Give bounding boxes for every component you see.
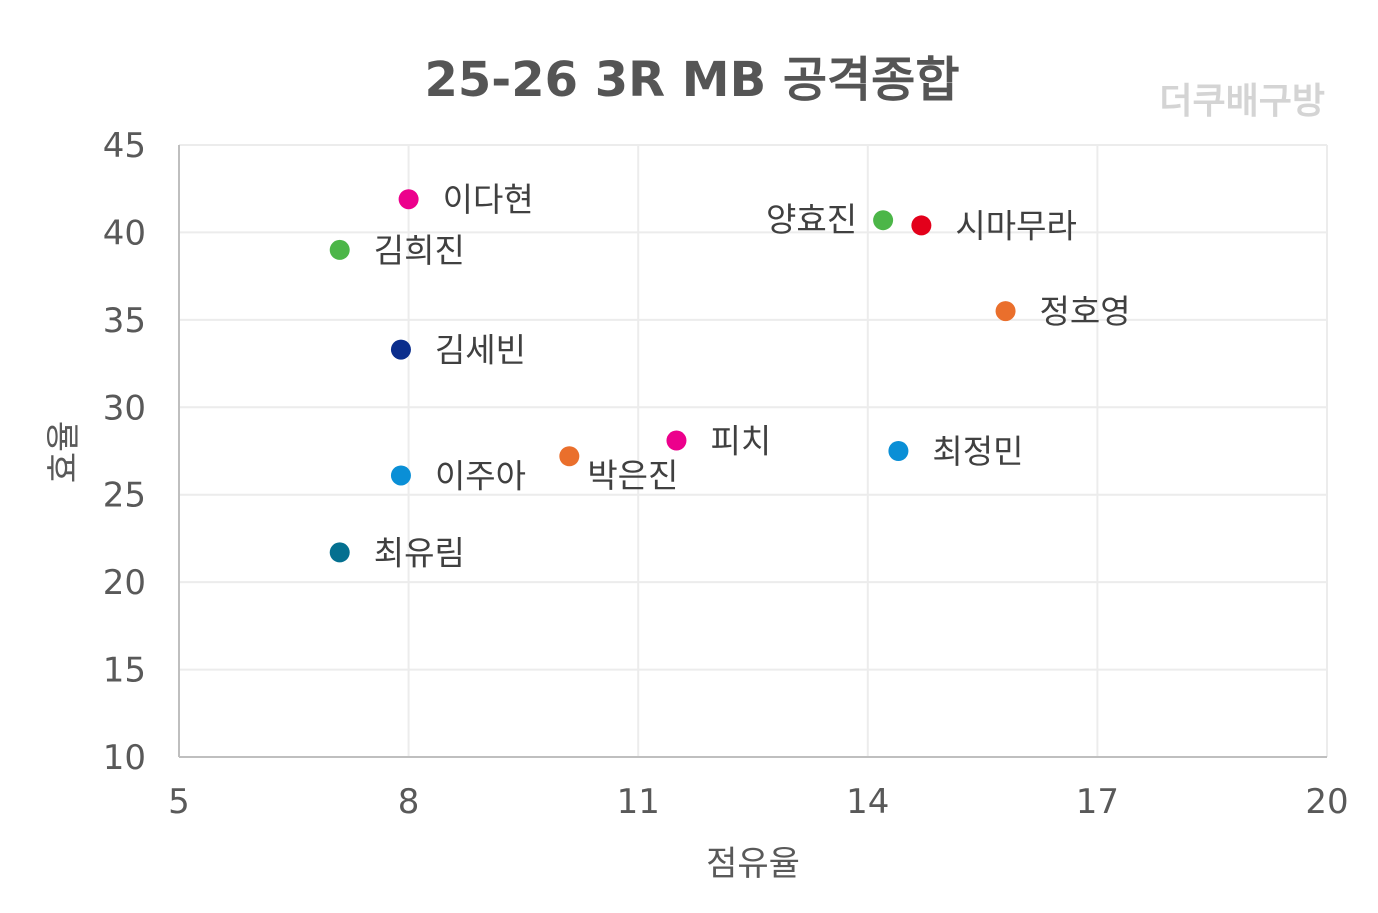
data-point [390,465,411,486]
y-axis-label: 효율 [44,421,84,484]
x-tick-label: 5 [168,782,190,822]
data-point [329,239,350,260]
tick-labels: 10 15 20 25 30 35 40 45 5 8 11 14 17 20 [103,126,1349,822]
data-point [329,542,350,563]
x-tick-label: 17 [1076,782,1119,822]
data-point-label: 최유림 [374,533,465,572]
y-tick-label: 25 [103,476,146,516]
data-point-label: 시마무라 [955,206,1076,245]
data-point [398,189,419,210]
data-point-label: 김세빈 [435,331,526,370]
grid-lines [179,144,1328,757]
data-point [995,301,1016,322]
data-point [888,441,909,461]
y-tick-label: 35 [103,301,146,341]
watermark: 더쿠배구방 [1159,81,1325,122]
data-point-label: 정호영 [1040,292,1131,331]
y-tick-label: 10 [103,738,146,778]
data-point-label: 피치 [710,422,771,461]
data-point-label: 양효진 [766,200,857,239]
y-tick-label: 45 [103,126,146,166]
data-point [666,430,687,451]
y-tick-label: 40 [103,213,146,253]
y-tick-label: 20 [103,563,146,603]
x-axis-label: 점유율 [706,844,800,884]
data-point-label: 최정민 [932,432,1023,471]
data-point [559,446,580,467]
x-tick-label: 20 [1305,782,1348,822]
data-point [873,210,894,231]
data-point-label: 김희진 [374,231,465,270]
data-point [911,215,932,236]
axes [178,145,1327,758]
data-point-label: 이주아 [435,456,526,495]
data-point-label: 박은진 [587,456,678,495]
data-point [390,339,411,360]
y-tick-label: 15 [103,651,146,691]
x-tick-label: 11 [617,782,660,822]
data-point-label: 이다현 [443,180,534,219]
x-tick-label: 8 [398,782,420,822]
y-tick-label: 30 [103,388,146,428]
x-tick-label: 14 [846,782,889,822]
chart-title: 25-26 3R MB 공격종합 [425,52,960,108]
